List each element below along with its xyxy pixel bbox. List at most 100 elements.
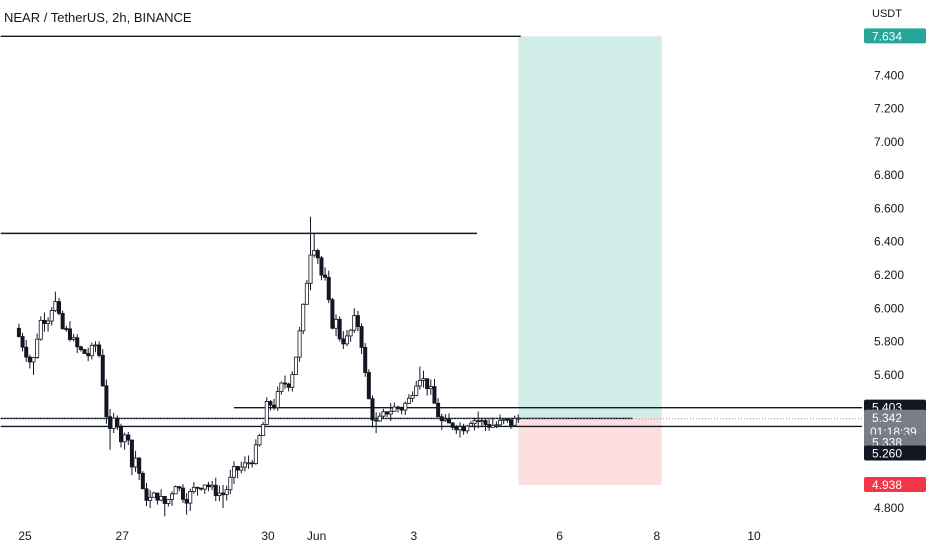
price-tick-label-4: 6.200 — [874, 268, 904, 282]
candle-body-101 — [385, 411, 390, 415]
price-tag-label-5: 4.938 — [872, 478, 902, 492]
candle-body-4 — [31, 357, 36, 363]
horizontal-lines[interactable] — [0, 35, 862, 428]
candle-body-97 — [370, 398, 375, 421]
candle-body-83 — [319, 257, 324, 276]
candle-body-24 — [104, 385, 109, 418]
candle-body-112 — [425, 378, 430, 389]
candle-body-30 — [126, 434, 131, 441]
candle-body-82 — [315, 250, 320, 259]
candle-body-132 — [498, 419, 503, 426]
candle-body-119 — [450, 422, 455, 428]
candle-body-122 — [461, 426, 466, 432]
candle-body-116 — [439, 416, 444, 422]
candle-body-110 — [417, 379, 422, 387]
candle-body-3 — [27, 356, 32, 363]
long-position-tool[interactable] — [518, 36, 662, 486]
candle-body-52 — [206, 484, 211, 488]
price-tick-label-6: 6.600 — [874, 201, 904, 215]
candle-body-106 — [403, 402, 408, 411]
candle-body-29 — [122, 434, 127, 443]
candle-body-65 — [253, 444, 258, 464]
candle-body-133 — [501, 418, 506, 421]
candle-body-64 — [250, 462, 255, 465]
candle-body-95 — [363, 347, 368, 373]
candle-body-93 — [355, 315, 360, 327]
candle-body-107 — [406, 397, 411, 404]
candle-body-51 — [202, 484, 207, 490]
candle-body-92 — [352, 315, 357, 331]
candle-body-58 — [228, 476, 233, 491]
candle-body-46 — [184, 499, 189, 504]
candle-body-23 — [100, 354, 105, 387]
time-tick-label-3: Jun — [307, 529, 326, 543]
candle-body-50 — [199, 487, 204, 490]
candle-body-22 — [97, 344, 102, 356]
candle-body-137 — [516, 417, 521, 420]
stop-zone[interactable] — [518, 417, 662, 486]
candle-body-28 — [118, 426, 123, 443]
candle-body-109 — [414, 385, 419, 396]
price-tag-label-2: 5.342 — [872, 411, 902, 425]
candle-body-14 — [67, 328, 72, 340]
candle-body-18 — [82, 349, 87, 354]
price-tag-4 — [864, 445, 926, 461]
candle-body-60 — [235, 466, 240, 471]
candle-body-6 — [38, 319, 43, 340]
price-tick-label-7: 6.800 — [874, 168, 904, 182]
candle-body-84 — [323, 274, 328, 278]
candle-body-15 — [71, 337, 76, 340]
price-tag-label-0: 7.634 — [872, 29, 902, 43]
candle-body-2 — [24, 346, 29, 358]
candle-body-121 — [457, 426, 462, 431]
candle-body-128 — [483, 420, 488, 425]
candle-body-40 — [162, 495, 167, 504]
candle-body-35 — [144, 488, 149, 501]
axis-unit-label: USDT — [872, 8, 902, 20]
candle-body-56 — [221, 492, 226, 496]
candle-body-113 — [428, 386, 433, 389]
candle-body-32 — [133, 457, 138, 468]
candle-body-89 — [341, 338, 346, 345]
price-axis[interactable]: 4.800 5.600 5.800 6.000 6.200 6.400 6.600 6.800… — [874, 68, 904, 515]
candle-body-5 — [35, 338, 40, 358]
candle-body-70 — [272, 404, 277, 409]
price-tick-label-2: 5.800 — [874, 335, 904, 349]
candle-body-37 — [151, 492, 156, 498]
candle-body-73 — [283, 382, 288, 385]
candle-body-114 — [432, 386, 437, 404]
profit-zone[interactable] — [518, 36, 662, 418]
candle-body-44 — [177, 486, 182, 489]
candle-body-105 — [399, 408, 404, 411]
candle-body-80 — [308, 254, 313, 284]
candle-body-42 — [170, 493, 175, 500]
price-tick-label-3: 6.000 — [874, 301, 904, 315]
time-tick-label-6: 8 — [653, 529, 660, 543]
candle-body-115 — [436, 402, 441, 418]
candle-body-11 — [57, 301, 62, 314]
candle-body-99 — [377, 415, 382, 422]
candle-body-103 — [392, 406, 397, 412]
candle-body-36 — [148, 496, 153, 501]
candle-body-41 — [166, 498, 171, 504]
candle-body-7 — [42, 319, 47, 324]
candle-body-38 — [155, 492, 160, 501]
candle-body-62 — [242, 462, 247, 468]
price-tag-2 — [864, 409, 926, 440]
candle-body-129 — [487, 424, 492, 428]
candle-body-27 — [115, 417, 120, 428]
candle-body-125 — [472, 420, 477, 425]
candle-body-71 — [275, 391, 280, 409]
time-tick-label-4: 3 — [410, 529, 417, 543]
time-tick-label-0: 25 — [18, 529, 32, 543]
price-tick-label-0: 4.800 — [874, 501, 904, 515]
candle-body-75 — [290, 374, 295, 388]
candle-body-100 — [381, 411, 386, 417]
candle-body-72 — [279, 382, 284, 392]
candle-body-49 — [195, 486, 200, 489]
candle-body-53 — [210, 484, 215, 488]
time-tick-label-1: 27 — [116, 529, 130, 543]
time-axis[interactable]: 25 27 30 Jun 3 6 8 10 — [18, 529, 761, 543]
